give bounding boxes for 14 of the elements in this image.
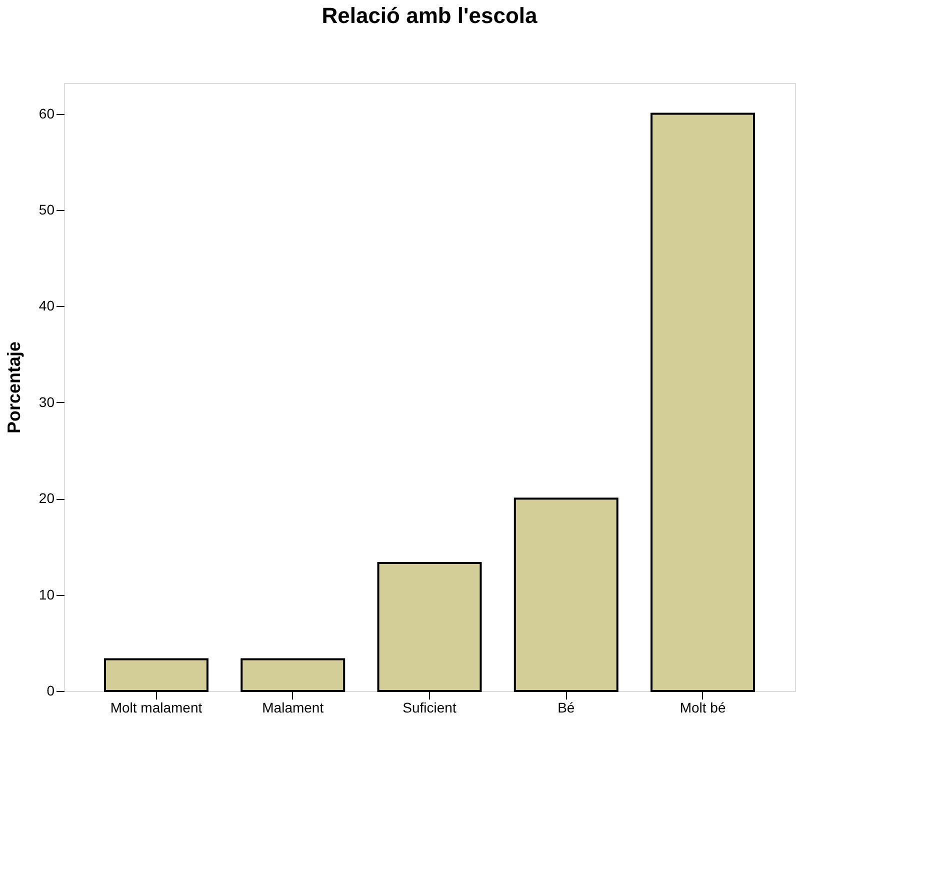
- y-axis-title: Porcentaje: [4, 341, 24, 434]
- y-tick-label: 50: [38, 201, 55, 218]
- x-tick-label: Suficient: [402, 700, 456, 716]
- x-tick-label: Molt bé: [680, 700, 726, 716]
- x-tick-label: Malament: [262, 700, 324, 716]
- x-tick-label: Bé: [558, 700, 575, 716]
- y-tick-label: 10: [38, 586, 55, 602]
- y-tick-label: 60: [38, 105, 55, 122]
- y-tick-label: 30: [38, 394, 55, 410]
- x-tick-label: Molt malament: [110, 700, 202, 716]
- chart-title: Relació amb l'escola: [322, 3, 538, 28]
- y-tick-label: 20: [38, 490, 55, 506]
- y-tick-label: 40: [38, 298, 55, 314]
- y-tick-label: 0: [46, 682, 55, 698]
